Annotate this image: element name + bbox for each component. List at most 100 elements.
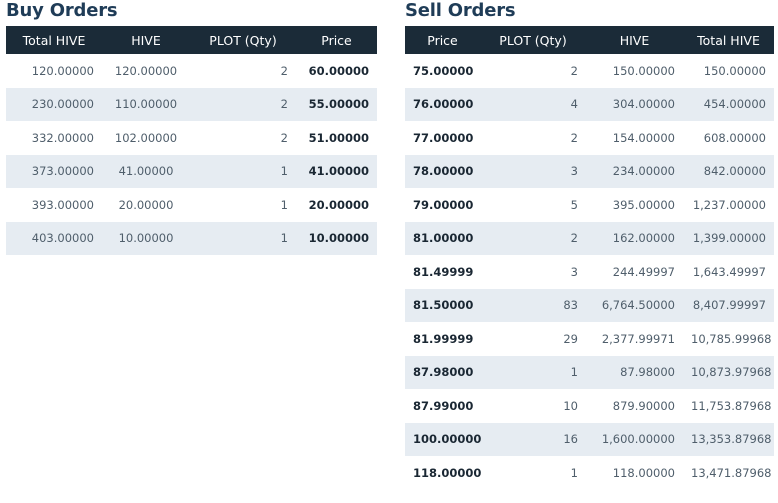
plot-qty-cell: 5 (570, 197, 578, 212)
hive-cell: 395.00000 (612, 197, 675, 212)
column-header-total-hive[interactable]: Total HIVE (22, 32, 86, 48)
price-cell: 81.00000 (413, 231, 474, 246)
plot-qty-cell: 2 (280, 63, 288, 78)
hive-cell: 120.00000 (114, 63, 178, 78)
total-hive-cell: 8,407.99997 (692, 298, 766, 313)
total-hive-cell: 120.00000 (31, 63, 94, 78)
hive-cell: 110.00000 (114, 97, 178, 112)
plot-qty-cell: 1 (280, 164, 288, 179)
price-cell: 81.99999 (413, 331, 474, 346)
hive-cell: 2,377.99971 (601, 331, 675, 346)
total-hive-cell: 10,873.97968 (691, 365, 772, 380)
buy-order-row[interactable]: 403.00000 10.00000 1 10.00000 (6, 221, 377, 255)
plot-qty-cell: 2 (280, 130, 288, 145)
total-hive-cell: 608.00000 (703, 130, 766, 145)
sell-orders-table: Price PLOT (Qty) HIVE Total HIVE 75.0000… (405, 26, 774, 490)
sell-order-row[interactable]: 75.00000 2 150.00000 150.00000 (405, 54, 774, 88)
plot-qty-cell: 2 (570, 130, 578, 145)
buy-order-row[interactable]: 332.00000 102.00000 2 51.00000 (6, 121, 377, 155)
sell-order-row[interactable]: 87.99000 10 879.90000 11,753.87968 (405, 389, 774, 423)
price-cell: 118.00000 (413, 465, 482, 480)
buy-order-row[interactable]: 373.00000 41.00000 1 41.00000 (6, 154, 377, 188)
hive-cell: 162.00000 (612, 231, 675, 246)
column-header-plot-qty[interactable]: PLOT (Qty) (209, 32, 277, 48)
buy-orders-panel: Buy Orders Total HIVE HIVE PLOT (Qty) Pr… (6, 0, 377, 255)
price-cell: 55.00000 (308, 97, 369, 112)
plot-qty-cell: 83 (563, 298, 578, 313)
price-cell: 75.00000 (413, 63, 474, 78)
column-header-price[interactable]: Price (321, 32, 352, 48)
sell-order-row[interactable]: 78.00000 3 234.00000 842.00000 (405, 154, 774, 188)
sell-order-row[interactable]: 87.98000 1 87.98000 10,873.97968 (405, 355, 774, 389)
column-header-price[interactable]: Price (427, 32, 458, 48)
buy-order-row[interactable]: 230.00000 110.00000 2 55.00000 (6, 87, 377, 121)
plot-qty-cell: 29 (563, 331, 578, 346)
price-cell: 20.00000 (308, 197, 369, 212)
plot-qty-cell: 16 (563, 432, 578, 447)
plot-qty-cell: 1 (280, 231, 288, 246)
price-cell: 78.00000 (413, 164, 474, 179)
total-hive-cell: 393.00000 (31, 197, 94, 212)
column-header-total-hive[interactable]: Total HIVE (697, 32, 760, 48)
total-hive-cell: 842.00000 (703, 164, 766, 179)
hive-cell: 41.00000 (118, 164, 174, 179)
total-hive-cell: 403.00000 (31, 231, 94, 246)
hive-cell: 10.00000 (118, 231, 174, 246)
price-cell: 79.00000 (413, 197, 474, 212)
sell-orders-title: Sell Orders (405, 0, 516, 21)
sell-order-row[interactable]: 118.00000 1 118.00000 13,471.87968 (405, 456, 774, 490)
buy-orders-table: Total HIVE HIVE PLOT (Qty) Price 120.000… (6, 26, 377, 255)
price-cell: 100.00000 (413, 432, 482, 447)
plot-qty-cell: 10 (563, 398, 578, 413)
price-cell: 77.00000 (413, 130, 474, 145)
buy-order-row[interactable]: 120.00000 120.00000 2 60.00000 (6, 54, 377, 88)
sell-order-row[interactable]: 100.00000 16 1,600.00000 13,353.87968 (405, 422, 774, 456)
hive-cell: 154.00000 (612, 130, 675, 145)
total-hive-cell: 373.00000 (31, 164, 94, 179)
hive-cell: 879.90000 (612, 398, 675, 413)
hive-cell: 6,764.50000 (601, 298, 675, 313)
plot-qty-cell: 2 (570, 231, 578, 246)
sell-order-row[interactable]: 81.50000 83 6,764.50000 8,407.99997 (405, 288, 774, 322)
price-cell: 10.00000 (308, 231, 369, 246)
hive-cell: 102.00000 (114, 130, 178, 145)
buy-order-row[interactable]: 393.00000 20.00000 1 20.00000 (6, 188, 377, 222)
sell-order-row[interactable]: 77.00000 2 154.00000 608.00000 (405, 121, 774, 155)
hive-cell: 1,600.00000 (601, 432, 675, 447)
column-header-hive[interactable]: HIVE (131, 32, 161, 48)
column-header-hive[interactable]: HIVE (619, 32, 650, 48)
total-hive-cell: 1,643.49997 (692, 264, 766, 279)
hive-cell: 118.00000 (612, 465, 675, 480)
sell-order-row[interactable]: 81.49999 3 244.49997 1,643.49997 (405, 255, 774, 289)
price-cell: 87.99000 (413, 398, 474, 413)
sell-order-row[interactable]: 79.00000 5 395.00000 1,237.00000 (405, 188, 774, 222)
plot-qty-cell: 2 (570, 63, 578, 78)
sell-order-row[interactable]: 81.99999 29 2,377.99971 10,785.99968 (405, 322, 774, 356)
sell-order-row[interactable]: 76.00000 4 304.00000 454.00000 (405, 87, 774, 121)
price-cell: 41.00000 (308, 164, 369, 179)
plot-qty-cell: 4 (570, 97, 578, 112)
price-cell: 81.49999 (413, 264, 474, 279)
price-cell: 76.00000 (413, 97, 474, 112)
total-hive-cell: 13,471.87968 (691, 465, 772, 480)
plot-qty-cell: 1 (570, 465, 578, 480)
buy-orders-header-row: Total HIVE HIVE PLOT (Qty) Price (6, 26, 377, 54)
hive-cell: 20.00000 (118, 197, 174, 212)
hive-cell: 150.00000 (612, 63, 675, 78)
total-hive-cell: 11,753.87968 (691, 398, 772, 413)
total-hive-cell: 332.00000 (31, 130, 94, 145)
plot-qty-cell: 3 (570, 264, 578, 279)
plot-qty-cell: 1 (570, 365, 578, 380)
total-hive-cell: 10,785.99968 (691, 331, 772, 346)
plot-qty-cell: 3 (570, 164, 578, 179)
total-hive-cell: 150.00000 (703, 63, 766, 78)
plot-qty-cell: 1 (280, 197, 288, 212)
total-hive-cell: 13,353.87968 (691, 432, 772, 447)
hive-cell: 87.98000 (620, 365, 675, 380)
total-hive-cell: 1,399.00000 (692, 231, 766, 246)
sell-orders-panel: Sell Orders Price PLOT (Qty) HIVE Total … (405, 0, 774, 490)
price-cell: 51.00000 (308, 130, 369, 145)
buy-orders-title: Buy Orders (6, 0, 118, 21)
sell-order-row[interactable]: 81.00000 2 162.00000 1,399.00000 (405, 221, 774, 255)
column-header-plot-qty[interactable]: PLOT (Qty) (499, 32, 567, 48)
